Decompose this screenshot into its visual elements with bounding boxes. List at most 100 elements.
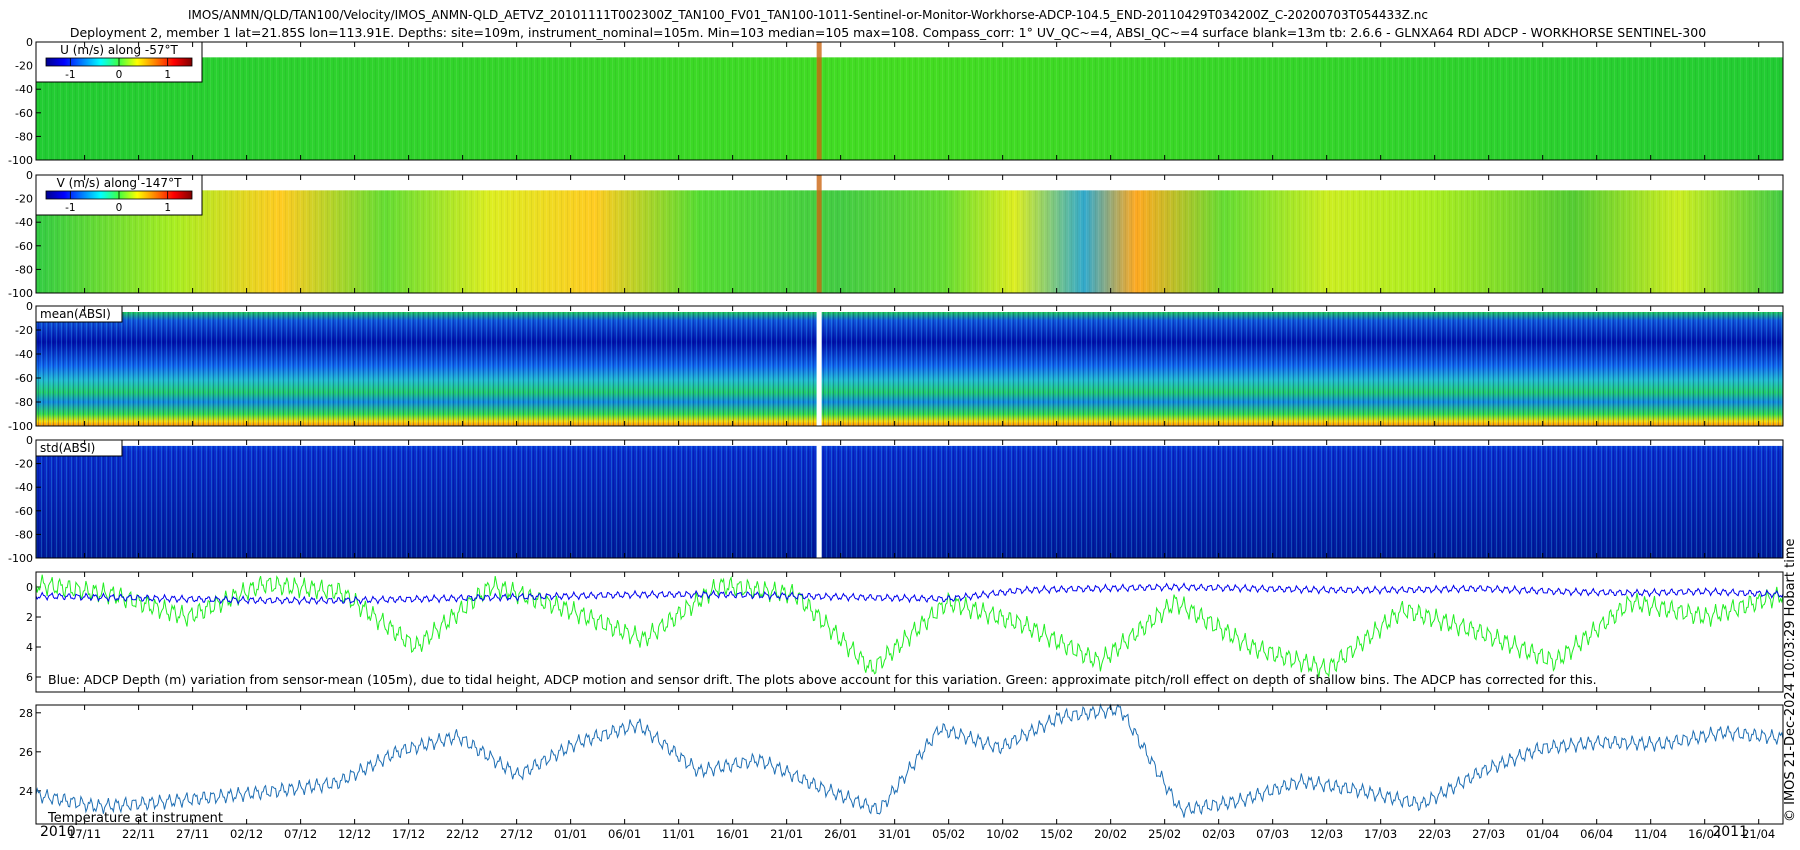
x-tick-label-1: 22/11 <box>122 827 155 841</box>
y-tick-label-2-4: -80 <box>15 263 33 276</box>
colorbar-tick-label-1-1: 0 <box>116 69 123 81</box>
x-tick-label-20: 25/02 <box>1148 827 1181 841</box>
x-tick-label-21: 02/03 <box>1202 827 1235 841</box>
temperature-caption: Temperature at instrument <box>47 811 223 826</box>
y-tick-label-1-4: -80 <box>15 130 33 143</box>
x-tick-label-12: 16/01 <box>716 827 749 841</box>
y-tick-label-1-2: -40 <box>15 83 33 96</box>
y-tick-label-1-0: 0 <box>26 36 33 49</box>
x-tick-label-4: 07/12 <box>284 827 317 841</box>
y-tick-label-4-4: -80 <box>15 528 33 541</box>
panels: 0 -20 -40 -60 -80 -100 U (m/s) along -57°T -1 0 1… <box>8 36 1784 826</box>
heatmap-texture-2 <box>36 175 1783 293</box>
x-tick-label-31: 21/04 <box>1742 827 1775 841</box>
y-tick-label-4-5: -100 <box>8 552 33 565</box>
y-tick-label-4-1: -20 <box>15 458 33 471</box>
x-axis: 2010 2011 17/11 22/11 27/11 02/12 07/12 12/12… <box>40 824 1775 841</box>
x-tick-label-2: 27/11 <box>176 827 209 841</box>
x-tick-label-25: 22/03 <box>1418 827 1451 841</box>
x-tick-label-18: 15/02 <box>1040 827 1073 841</box>
header-line-1: IMOS/ANMN/QLD/TAN100/Velocity/IMOS_ANMN-… <box>188 8 1428 22</box>
y-tick-label-6-0: 24 <box>19 785 33 798</box>
y-tick-label-1-5: -100 <box>8 154 33 167</box>
x-tick-label-0: 17/11 <box>68 827 101 841</box>
x-tick-label-29: 11/04 <box>1634 827 1667 841</box>
panel-frame-3 <box>35 305 1784 427</box>
series-line-6-0 <box>35 703 1784 818</box>
x-tick-label-8: 27/12 <box>500 827 533 841</box>
panel-3: 0 -20 -40 -60 -80 -100 mean(ABSI) <box>8 300 1784 433</box>
panel-frame-5 <box>35 571 1784 693</box>
y-tick-label-2-0: 0 <box>26 169 33 182</box>
panel-5: 0 2 4 6 Blue: ADCP Depth (m) variation from … <box>26 571 1784 693</box>
y-tick-label-2-2: -40 <box>15 216 33 229</box>
x-tick-label-14: 26/01 <box>824 827 857 841</box>
y-tick-label-4-2: -40 <box>15 481 33 494</box>
x-axis-end-label: 2011 <box>1712 824 1748 840</box>
panel-frame-2 <box>35 174 1784 294</box>
y-tick-label-5-1: 2 <box>26 611 33 624</box>
x-tick-label-15: 31/01 <box>878 827 911 841</box>
colorbar-tick-label-1-2: 1 <box>164 69 171 81</box>
heatmap-texture-4 <box>36 440 1783 558</box>
panel-2: 0 -20 -40 -60 -80 -100 V (m/s) along -147°T -1 0… <box>8 169 1784 300</box>
x-tick-label-24: 17/03 <box>1364 827 1397 841</box>
x-tick-label-23: 12/03 <box>1310 827 1343 841</box>
surface-blank-1 <box>36 42 1783 58</box>
annotation-text: Blue: ADCP Depth (m) variation from sens… <box>48 672 1597 687</box>
series-line-5-1 <box>35 574 1784 679</box>
x-tick-label-22: 07/03 <box>1256 827 1289 841</box>
x-tick-label-9: 01/01 <box>554 827 587 841</box>
x-axis-start-label: 2010 <box>40 824 76 840</box>
surface-blank-3 <box>36 306 1783 312</box>
deployment-gap-1 <box>816 42 822 160</box>
y-tick-label-5-3: 6 <box>26 671 33 684</box>
y-tick-label-2-1: -20 <box>15 193 33 206</box>
deployment-gap-4 <box>816 440 822 558</box>
x-tick-label-6: 17/12 <box>392 827 425 841</box>
x-tick-label-30: 16/04 <box>1688 827 1721 841</box>
surface-blank-2 <box>36 175 1783 191</box>
surface-blank-4 <box>36 440 1783 446</box>
x-tick-label-3: 02/12 <box>230 827 263 841</box>
deployment-gap-2 <box>816 175 822 293</box>
x-tick-label-11: 11/01 <box>662 827 695 841</box>
y-tick-label-4-3: -60 <box>15 505 33 518</box>
heatmap-texture-1 <box>36 42 1783 160</box>
series-line-5-0 <box>35 582 1784 606</box>
legend-title-3: mean(ABSI) <box>40 307 111 321</box>
copyright-side-label: © IMOS 21-Dec-2024 10:03:29 Hobart time <box>1783 538 1798 822</box>
x-tick-label-16: 05/02 <box>932 827 965 841</box>
y-tick-label-2-5: -100 <box>8 287 33 300</box>
deployment-gap-3 <box>816 306 822 426</box>
x-tick-label-13: 21/01 <box>770 827 803 841</box>
panel-1: 0 -20 -40 -60 -80 -100 U (m/s) along -57°T -1 0 1 <box>8 36 1784 167</box>
y-tick-label-3-0: 0 <box>26 300 33 313</box>
header-line-2: Deployment 2, member 1 lat=21.85S lon=11… <box>70 25 1706 40</box>
y-tick-label-5-2: 4 <box>26 641 33 654</box>
x-tick-label-5: 12/12 <box>338 827 371 841</box>
x-tick-label-28: 06/04 <box>1580 827 1613 841</box>
colorbar-tick-label-2-1: 0 <box>116 202 123 214</box>
y-tick-label-3-1: -20 <box>15 324 33 337</box>
y-tick-label-6-1: 26 <box>19 746 33 759</box>
y-tick-label-3-3: -60 <box>15 372 33 385</box>
x-tick-label-10: 06/01 <box>608 827 641 841</box>
legend-title-2: V (m/s) along -147°T <box>57 176 182 190</box>
panel-4: 0 -20 -40 -60 -80 -100 std(ABSI) <box>8 434 1784 565</box>
legend-title-1: U (m/s) along -57°T <box>60 43 178 57</box>
panel-6: 24 26 28 Temperature at instrument <box>19 703 1784 826</box>
panel-frame-4 <box>35 439 1784 559</box>
heatmap-texture-3 <box>36 306 1783 426</box>
y-tick-label-1-3: -60 <box>15 107 33 120</box>
colorbar-tick-label-1-0: -1 <box>65 69 75 81</box>
panel-frame-1 <box>35 41 1784 161</box>
y-tick-label-2-3: -60 <box>15 240 33 253</box>
x-tick-label-26: 27/03 <box>1472 827 1505 841</box>
y-tick-label-5-0: 0 <box>26 581 33 594</box>
x-tick-label-17: 10/02 <box>986 827 1019 841</box>
legend-title-4: std(ABSI) <box>40 441 95 455</box>
colorbar-tick-label-2-2: 1 <box>164 202 171 214</box>
x-tick-label-19: 20/02 <box>1094 827 1127 841</box>
